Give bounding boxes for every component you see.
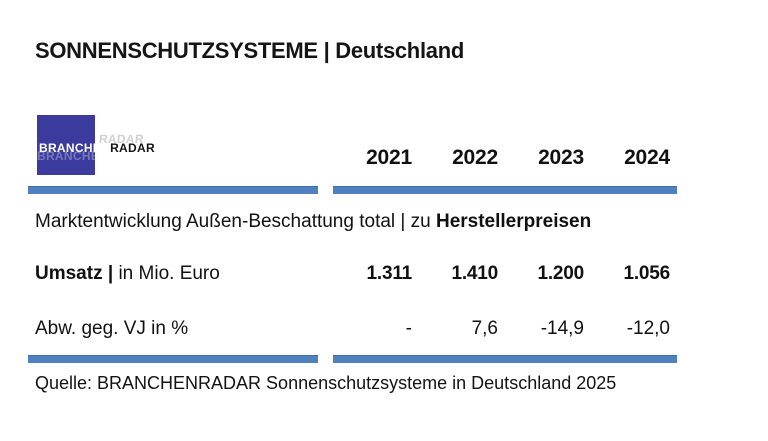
- abweichung-value-2023: -14,9: [540, 318, 584, 339]
- divider-bar-top-right: [333, 186, 677, 194]
- page-title: SONNENSCHUTZSYSTEME | Deutschland: [35, 38, 464, 63]
- logo-ghost-text: BRANCHEN: [37, 149, 109, 163]
- branchenradar-logo: BRANCHEN RADAR BRANCHENRADAR: [37, 113, 257, 177]
- divider-bar-bottom-left: [28, 355, 318, 363]
- logo-wordmark-branchen: BRANCHEN: [39, 141, 111, 155]
- year-header-2022: 2022: [452, 146, 498, 169]
- row-label-umsatz: Umsatz | in Mio. Euro: [35, 263, 220, 285]
- umsatz-value-2024: 1.056: [623, 263, 670, 284]
- year-header-row: 2021 2022 2023 2024: [326, 146, 670, 170]
- divider-bar-top-left: [28, 186, 318, 194]
- abweichung-value-2022: 7,6: [471, 318, 498, 339]
- year-header-2024: 2024: [624, 146, 670, 169]
- table-subtitle-regular: Marktentwicklung Außen-Beschattung total…: [35, 211, 436, 232]
- row-values-abweichung: - 7,6 -14,9 -12,0: [326, 318, 670, 340]
- row-label-umsatz-unit: in Mio. Euro: [113, 263, 220, 284]
- umsatz-value-2021: 1.311: [366, 263, 413, 284]
- row-label-abweichung: Abw. geg. VJ in %: [35, 318, 188, 340]
- abweichung-value-2024: -12,0: [626, 318, 670, 339]
- year-header-2021: 2021: [366, 146, 412, 169]
- logo-square: [37, 115, 95, 175]
- row-label-abweichung-text: Abw. geg. VJ in %: [35, 318, 189, 339]
- umsatz-value-2022: 1.410: [451, 263, 498, 284]
- row-values-umsatz: 1.311 1.410 1.200 1.056: [326, 263, 671, 285]
- table-subtitle-bold: Herstellerpreisen: [435, 211, 592, 232]
- year-header-2023: 2023: [538, 146, 584, 169]
- divider-bar-bottom-right: [333, 355, 677, 363]
- logo-wordmark-radar: RADAR: [110, 141, 155, 155]
- table-subtitle: Marktentwicklung Außen-Beschattung total…: [35, 211, 591, 233]
- abweichung-value-2021: -: [405, 318, 412, 339]
- source-line: Quelle: BRANCHENRADAR Sonnenschutzsystem…: [35, 373, 617, 393]
- umsatz-value-2023: 1.200: [537, 263, 584, 284]
- row-label-umsatz-bold: Umsatz |: [35, 263, 114, 284]
- logo-wordmark: BRANCHENRADAR: [39, 141, 155, 155]
